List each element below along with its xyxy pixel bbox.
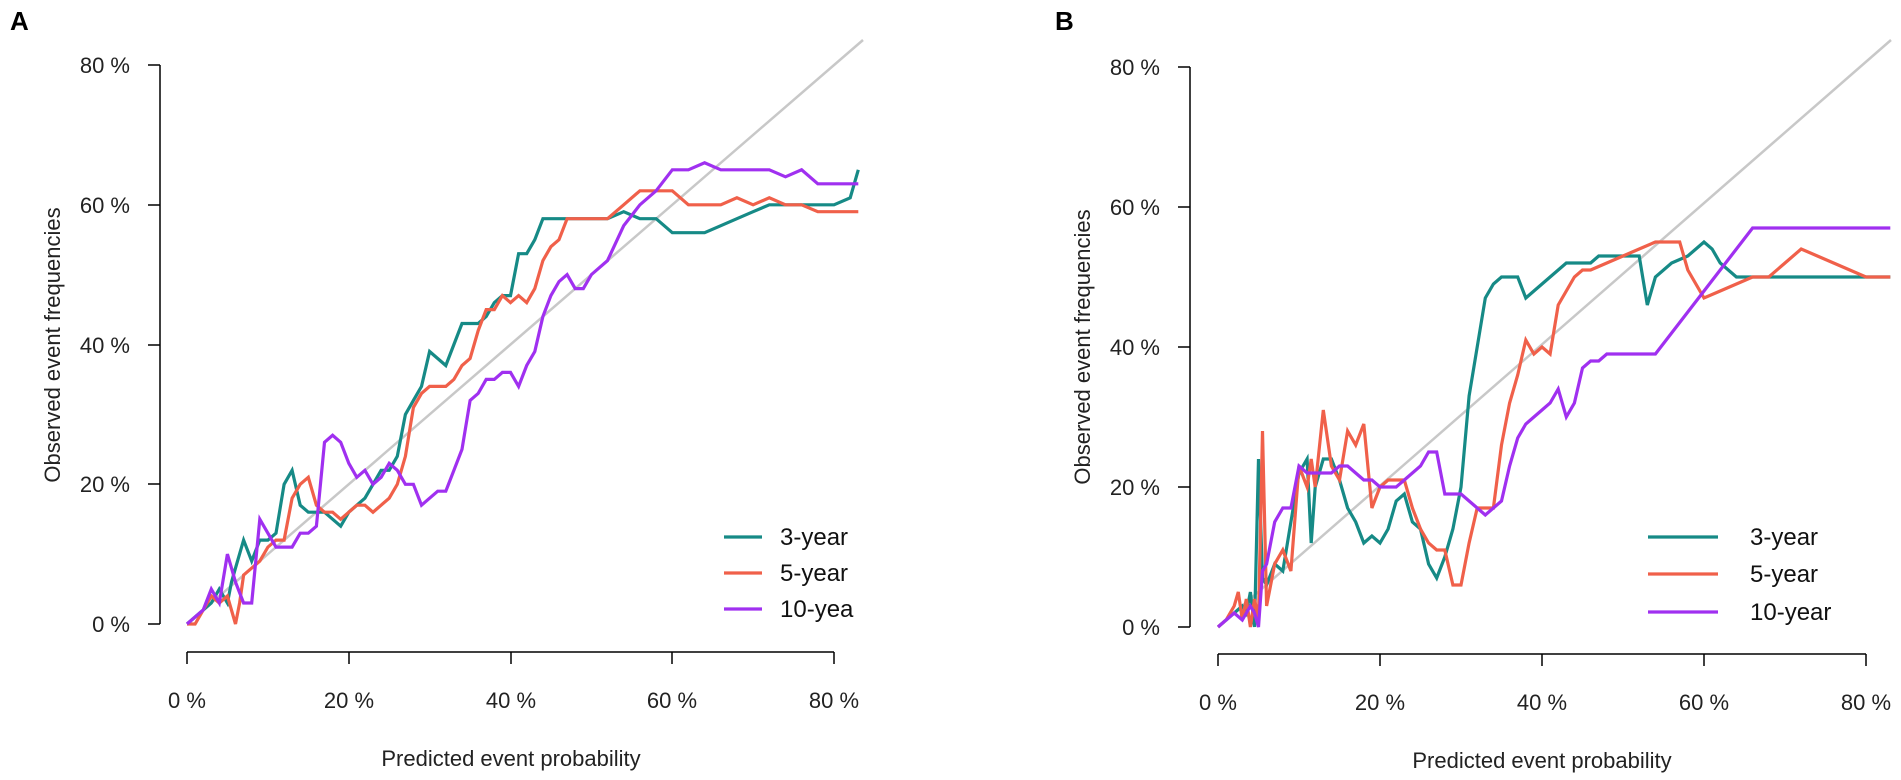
panel-b-line-5-year (1216, 240, 1891, 629)
panel-a-line-10-year (185, 161, 859, 626)
panel-a-legend-label: 5-year (780, 560, 848, 587)
panel-a-ytick-label: 40 % (80, 333, 130, 358)
panel-b-ytick-label: 60 % (1110, 195, 1160, 220)
panel-b-legend-label: 3-year (1750, 524, 1818, 551)
panel-b-ytick-label: 20 % (1110, 475, 1160, 500)
panel-a-x-axis-title: Predicted event probability (381, 746, 640, 771)
panel-b-label: B (1055, 6, 1074, 36)
panel-b: B 0 % 20 % 40 % 60 % 80 % 0 % 20 % 40 % … (1055, 6, 1892, 773)
panel-a-line-3-year (185, 169, 860, 626)
panel-a-legend: 3-year 5-year 10-yea (724, 524, 854, 623)
panel-b-line-3-year (1216, 239, 1891, 629)
panel-b-legend: 3-year 5-year 10-year (1648, 524, 1831, 626)
panel-a-line-5-year (187, 189, 859, 626)
panel-a-reference-line (186, 39, 864, 625)
panel-b-xtick-label: 20 % (1355, 690, 1405, 715)
panel-a-ytick-label: 60 % (80, 193, 130, 218)
panel-a-ytick-label: 0 % (92, 612, 130, 637)
panel-b-xtick-label: 60 % (1679, 690, 1729, 715)
panel-a-xtick-label: 60 % (647, 688, 697, 713)
panel-b-x-axis-title: Predicted event probability (1412, 748, 1671, 773)
panel-b-ytick-label: 0 % (1122, 615, 1160, 640)
panel-a-xtick-label: 20 % (324, 688, 374, 713)
panel-a-xtick-label: 80 % (809, 688, 859, 713)
panel-b-ytick-label: 80 % (1110, 55, 1160, 80)
panel-a-label: A (10, 6, 29, 36)
panel-a-legend-label: 3-year (780, 524, 848, 551)
panel-b-xtick-label: 80 % (1841, 690, 1891, 715)
panel-a-xtick-label: 0 % (168, 688, 206, 713)
panel-b-y-axis-title: Observed event frequencies (1070, 209, 1095, 484)
panel-b-line-10-year (1216, 226, 1891, 629)
panel-a: A 0 % 20 % 40 % 60 % 80 % 0 % 20 % 40 % … (10, 6, 864, 771)
panel-a-xtick-label: 40 % (486, 688, 536, 713)
panel-b-legend-label: 5-year (1750, 561, 1818, 588)
panel-b-legend-label: 10-year (1750, 599, 1831, 626)
panel-b-xtick-label: 0 % (1199, 690, 1237, 715)
panel-b-xtick-label: 40 % (1517, 690, 1567, 715)
panel-a-ytick-label: 20 % (80, 472, 130, 497)
panel-b-ytick-label: 40 % (1110, 335, 1160, 360)
panel-a-legend-label: 10-yea (780, 596, 854, 623)
panel-a-ytick-label: 80 % (80, 53, 130, 78)
panel-a-y-axis-title: Observed event frequencies (40, 207, 65, 482)
